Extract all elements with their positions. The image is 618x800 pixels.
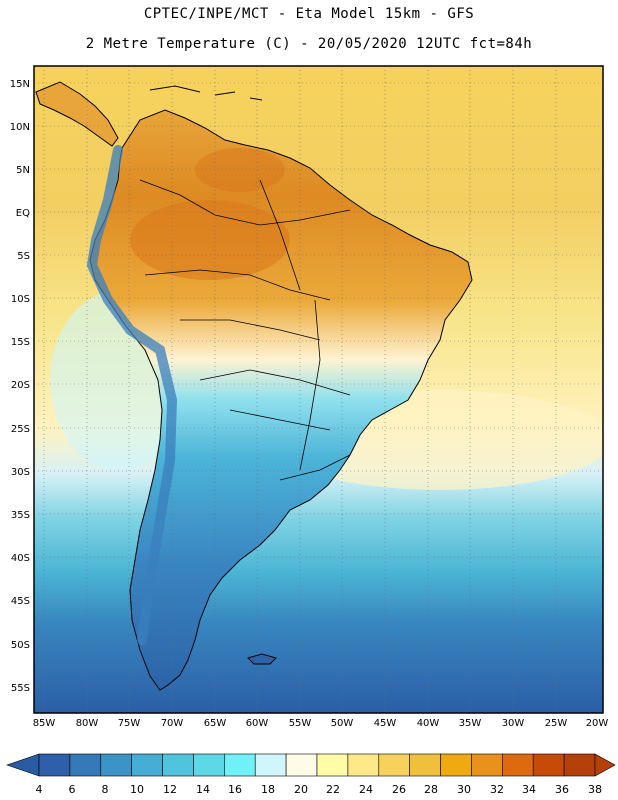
lat-label: 20S [11, 380, 30, 391]
lat-label: 15S [11, 337, 30, 348]
venezuela-hot-zone [195, 148, 285, 192]
lat-label: 5S [17, 251, 30, 262]
latitude-labels: 15N 10N 5N EQ 5S 10S 15S 20S 25S 30S 35S… [10, 79, 30, 694]
lon-label: 80W [76, 718, 99, 729]
colorbar-swatch [69, 753, 102, 777]
colorbar-tick-label: 36 [555, 783, 569, 796]
colorbar-left-arrow [6, 753, 40, 777]
lat-label: 40S [11, 553, 30, 564]
colorbar-swatch [193, 753, 225, 777]
lon-label: 75W [118, 718, 141, 729]
colorbar-tick-label: 16 [228, 783, 242, 796]
lat-label: 10S [11, 294, 30, 305]
lon-label: 65W [204, 718, 227, 729]
colorbar-swatch [131, 753, 163, 777]
colorbar-tick-labels: 4 6 8 10 12 14 16 18 20 22 24 26 28 30 3… [36, 783, 603, 796]
colorbar-swatch [316, 753, 349, 777]
colorbar-tick-label: 24 [359, 783, 373, 796]
colorbar-swatch [254, 753, 287, 777]
lon-label: 60W [246, 718, 269, 729]
colorbar-tick-label: 32 [490, 783, 504, 796]
colorbar-tick-label: 8 [102, 783, 109, 796]
lon-label: 45W [374, 718, 397, 729]
map-title: CPTEC/INPE/MCT - Eta Model 15km - GFS [143, 6, 475, 22]
lat-label: 55S [11, 683, 30, 694]
colorbar-tick-label: 18 [261, 783, 275, 796]
colorbar-right-arrow [594, 753, 616, 777]
colorbar-tick-label: 20 [294, 783, 308, 796]
colorbar-tick-label: 6 [69, 783, 76, 796]
colorbar-swatch [378, 753, 410, 777]
lat-label: 45S [11, 596, 30, 607]
caribbean-islands [149, 85, 263, 101]
lat-label: 30S [11, 467, 30, 478]
lat-label: 35S [11, 510, 30, 521]
colorbar-swatch [563, 753, 596, 777]
colorbar-tick-label: 10 [130, 783, 144, 796]
lon-label: 50W [331, 718, 354, 729]
colorbar-swatch [502, 753, 534, 777]
amazon-hot-zone [130, 200, 290, 280]
lat-label: 25S [11, 424, 30, 435]
colorbar-swatch [347, 753, 380, 777]
lat-label: 5N [16, 165, 30, 176]
lon-label: 85W [33, 718, 56, 729]
colorbar-tick-label: 34 [522, 783, 536, 796]
colorbar-swatch [162, 753, 194, 777]
country-borders [139, 179, 351, 481]
lat-label: EQ [16, 208, 30, 219]
colorbar-tick-label: 22 [326, 783, 340, 796]
colorbar [6, 753, 616, 777]
longitude-labels: 85W 80W 75W 70W 65W 60W 55W 50W 45W 40W … [33, 718, 609, 729]
lon-label: 55W [289, 718, 312, 729]
colorbar-tick-label: 14 [196, 783, 210, 796]
lon-label: 70W [161, 718, 184, 729]
lon-label: 20W [586, 718, 609, 729]
lon-label: 25W [545, 718, 568, 729]
colorbar-tick-label: 38 [588, 783, 602, 796]
andes-cool-strip [86, 145, 178, 645]
colorbar-swatch [440, 753, 472, 777]
central-america-land [35, 81, 119, 147]
colorbar-tick-label: 28 [424, 783, 438, 796]
colorbar-tick-label: 30 [457, 783, 471, 796]
colorbar-tick-label: 12 [163, 783, 177, 796]
lat-label: 50S [11, 640, 30, 651]
colorbar-tick-label: 26 [392, 783, 406, 796]
lon-label: 40W [417, 718, 440, 729]
falkland-islands [247, 653, 277, 665]
colorbar-swatch [100, 753, 132, 777]
colorbar-tick-label: 4 [36, 783, 43, 796]
colorbar-swatch [38, 753, 71, 777]
colorbar-swatch [532, 753, 565, 777]
colorbar-swatch [409, 753, 441, 777]
lon-label: 35W [459, 718, 482, 729]
grid-lines [34, 66, 603, 713]
map-subtitle: 2 Metre Temperature (C) - 20/05/2020 12U… [85, 36, 533, 52]
map-frame [33, 65, 604, 714]
colorbar-swatch [224, 753, 256, 777]
colorbar-swatch [285, 753, 318, 777]
lat-label: 10N [10, 122, 30, 133]
colorbar-swatch [471, 753, 503, 777]
lat-label: 15N [10, 79, 30, 90]
lon-label: 30W [502, 718, 525, 729]
